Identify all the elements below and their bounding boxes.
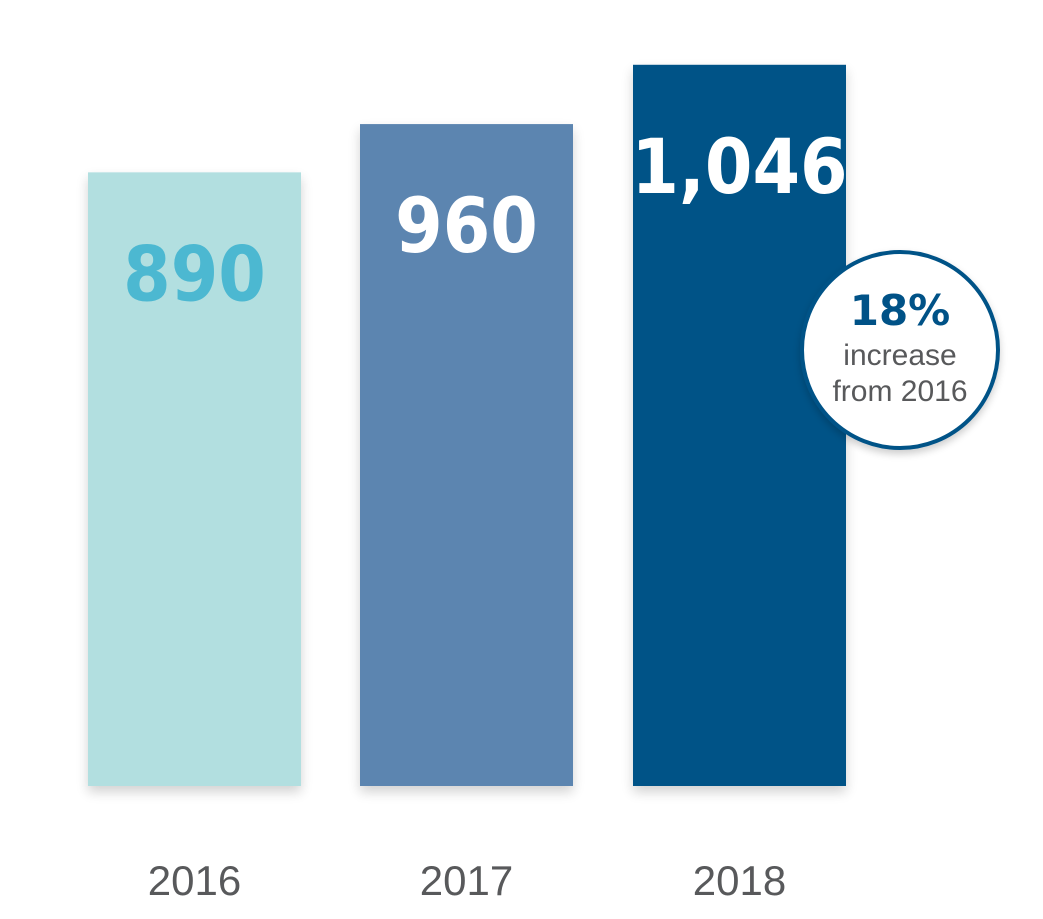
badge-percent: 18% bbox=[850, 286, 951, 335]
value-label-2016: 890 bbox=[123, 229, 266, 318]
x-tick-2017: 2017 bbox=[420, 857, 513, 904]
bar-2018 bbox=[633, 64, 846, 786]
bar-2017 bbox=[360, 124, 573, 786]
x-tick-2018: 2018 bbox=[693, 857, 786, 904]
badge-line-1: increase bbox=[843, 339, 956, 372]
x-tick-2016: 2016 bbox=[148, 857, 241, 904]
value-label-2017: 960 bbox=[395, 181, 538, 270]
value-label-2018: 1,046 bbox=[631, 122, 847, 211]
badge-line-2: from 2016 bbox=[832, 375, 967, 408]
value-labels-layer: 890 960 1,046 bbox=[123, 122, 848, 319]
increase-badge: 18% increase from 2016 bbox=[800, 250, 1000, 450]
bar-2016 bbox=[88, 172, 301, 787]
x-axis-tick-labels: 2016 2017 2018 bbox=[148, 857, 786, 904]
bars-layer bbox=[88, 64, 846, 787]
badge-circle bbox=[800, 250, 1000, 450]
